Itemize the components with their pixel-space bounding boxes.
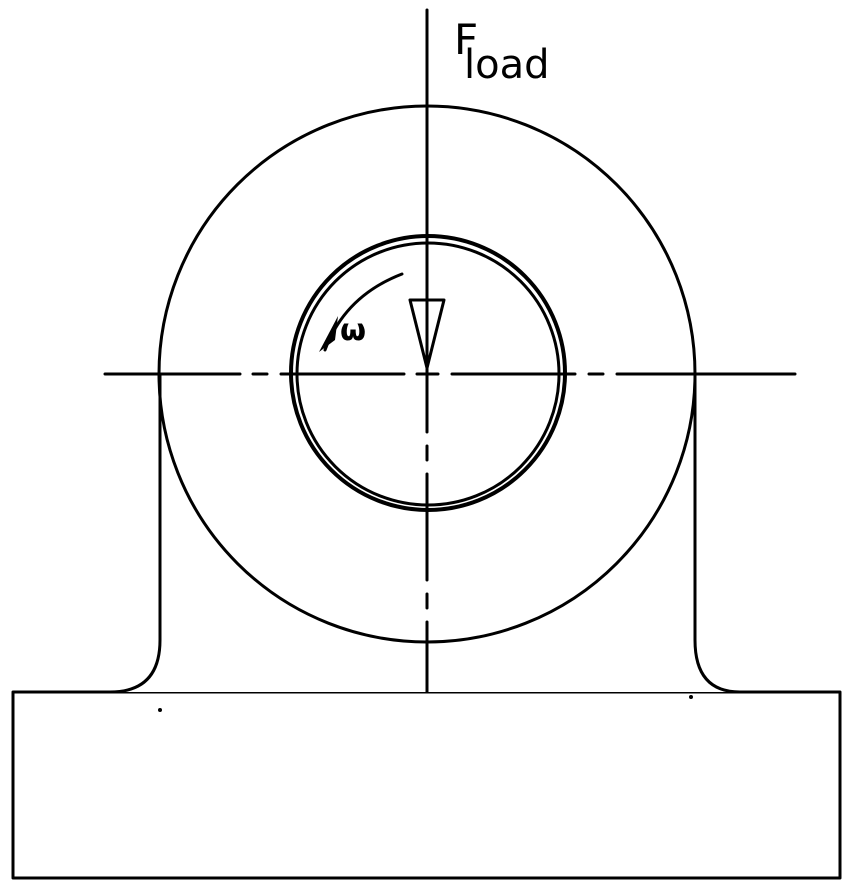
housing-right-side	[693, 372, 742, 694]
rotation-arrow-head	[319, 316, 338, 352]
reference-dot-left	[158, 708, 162, 712]
reference-dot-right	[689, 695, 693, 699]
load-label: F	[454, 15, 478, 64]
housing-pedestal	[110, 374, 740, 692]
housing-left-side	[108, 372, 162, 694]
base-plate	[11, 690, 842, 880]
rotation-label: ω	[340, 313, 366, 348]
load-subscript: load	[464, 42, 550, 88]
